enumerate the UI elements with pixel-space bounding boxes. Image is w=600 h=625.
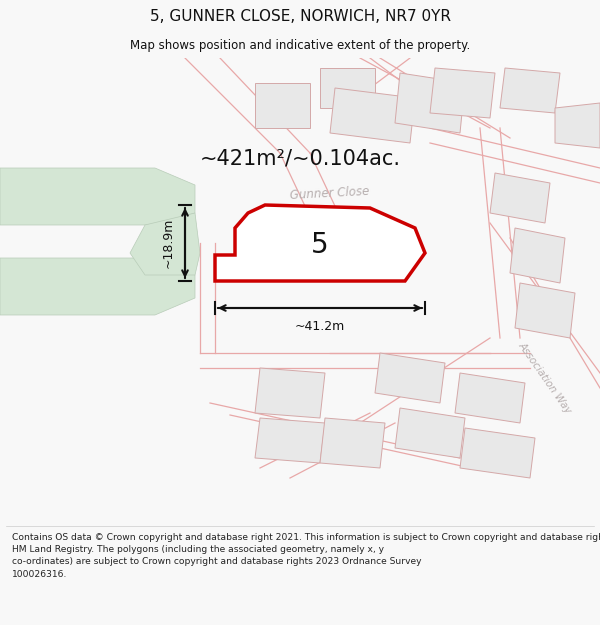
Polygon shape bbox=[0, 168, 195, 225]
Polygon shape bbox=[320, 68, 375, 108]
Text: 5, GUNNER CLOSE, NORWICH, NR7 0YR: 5, GUNNER CLOSE, NORWICH, NR7 0YR bbox=[149, 9, 451, 24]
Text: Contains OS data © Crown copyright and database right 2021. This information is : Contains OS data © Crown copyright and d… bbox=[12, 533, 600, 579]
Text: 5: 5 bbox=[311, 231, 329, 259]
Polygon shape bbox=[375, 353, 445, 403]
Polygon shape bbox=[130, 213, 200, 275]
Polygon shape bbox=[215, 205, 425, 281]
Polygon shape bbox=[395, 73, 465, 133]
Polygon shape bbox=[510, 228, 565, 283]
Polygon shape bbox=[0, 258, 195, 315]
Text: Map shows position and indicative extent of the property.: Map shows position and indicative extent… bbox=[130, 39, 470, 52]
Polygon shape bbox=[460, 428, 535, 478]
Polygon shape bbox=[455, 373, 525, 423]
Text: Association Way: Association Way bbox=[517, 341, 574, 416]
Polygon shape bbox=[330, 88, 415, 143]
Text: ~421m²/~0.104ac.: ~421m²/~0.104ac. bbox=[199, 148, 401, 168]
Polygon shape bbox=[320, 418, 385, 468]
Polygon shape bbox=[395, 408, 465, 458]
Polygon shape bbox=[255, 368, 325, 418]
Text: ~41.2m: ~41.2m bbox=[295, 320, 345, 333]
Polygon shape bbox=[255, 83, 310, 128]
Polygon shape bbox=[430, 68, 495, 118]
Polygon shape bbox=[490, 173, 550, 223]
Polygon shape bbox=[555, 103, 600, 148]
Polygon shape bbox=[255, 418, 325, 463]
Text: ~18.9m: ~18.9m bbox=[162, 217, 175, 268]
Polygon shape bbox=[515, 283, 575, 338]
Polygon shape bbox=[500, 68, 560, 113]
Text: Gunner Close: Gunner Close bbox=[290, 184, 370, 202]
